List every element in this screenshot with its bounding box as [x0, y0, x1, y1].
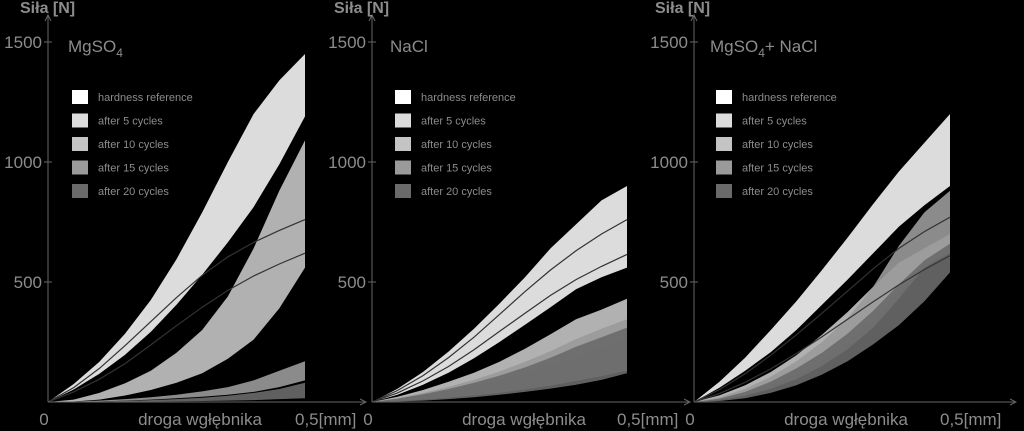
panel-title-main: NaCl [390, 37, 428, 56]
legend-swatch [716, 137, 732, 151]
legend-swatch [716, 184, 732, 198]
y-tick-label: 500 [660, 273, 688, 292]
legend-swatch [72, 90, 88, 104]
legend-label: after 15 cycles [421, 163, 492, 175]
y-tick-label: 500 [14, 273, 42, 292]
reference-curve-1 [371, 219, 628, 403]
chart-panel-3: 500 1000 1500 Siła [N] 0 droga wgłębnika 0,5[m… [650, 0, 1018, 429]
legend-label: after 5 cycles [742, 116, 807, 128]
legend-label: after 5 cycles [98, 116, 163, 128]
y-tick-label: 1500 [650, 33, 688, 52]
band-after-5-cycles [694, 114, 950, 402]
panel-title-subscript: 4 [758, 46, 765, 60]
legend-label: after 5 cycles [421, 116, 486, 128]
legend-label: after 20 cycles [98, 186, 169, 198]
y-axis-label: Siła [N] [334, 0, 389, 17]
legend-label: after 20 cycles [742, 186, 813, 198]
legend-swatch [72, 113, 88, 128]
y-tick-label: 1000 [650, 153, 688, 172]
y-tick-label: 1500 [4, 33, 42, 52]
chart-panel-2: 500 1000 1500 Siła [N] 0 droga wgłębnika 0,5[m… [328, 0, 692, 429]
reference-curve-1 [693, 216, 951, 403]
y-axis-arrow [44, 13, 52, 22]
y-axis-label: Siła [N] [655, 0, 710, 17]
chart-panel-1: 500 1000 1500 Siła [N] 0 droga wgłębnika 0,5[m… [4, 0, 368, 429]
y-axis-label: Siła [N] [20, 0, 75, 17]
x-end-label: 0,5[mm] [940, 410, 1001, 429]
legend-swatch [395, 113, 411, 128]
band-after-20-cycles [694, 243, 950, 402]
legend-swatch [72, 184, 88, 198]
y-axis-arrow [368, 13, 376, 22]
legend-swatch [72, 137, 88, 151]
band-after-20-cycles [372, 327, 627, 402]
legend-label: after 15 cycles [98, 163, 169, 175]
band-after-5-cycles [372, 186, 627, 402]
legend-label: after 10 cycles [421, 139, 492, 151]
panel-title-subscript: 4 [116, 46, 123, 60]
reference-curve-2 [371, 253, 628, 403]
legend-swatch [395, 90, 411, 104]
band-after-15-cycles [48, 361, 305, 402]
x-axis-arrow [1009, 398, 1018, 406]
panel-title: NaCl [390, 37, 428, 56]
x-end-label: 0,5[mm] [295, 410, 356, 429]
legend-label: hardness reference [98, 92, 193, 104]
reference-curve-2 [693, 255, 951, 403]
y-tick-label: 1000 [4, 153, 42, 172]
panel-title-suffix: + NaCl [765, 37, 817, 56]
legend-swatch [716, 90, 732, 104]
y-tick-label: 1000 [328, 153, 366, 172]
legend-label: after 10 cycles [742, 139, 813, 151]
x-origin-label: 0 [363, 410, 372, 429]
band-after-20-cycles [48, 382, 305, 402]
x-origin-label: 0 [685, 410, 694, 429]
x-axis-label: droga wgłębnika [462, 410, 586, 429]
y-tick-label: 1500 [328, 33, 366, 52]
legend-swatch [395, 160, 411, 175]
legend-swatch [716, 160, 732, 175]
band-after-10-cycles [48, 140, 305, 402]
legend-swatch [395, 137, 411, 151]
reference-curve-1 [47, 219, 306, 403]
x-axis-label: droga wgłębnika [138, 410, 262, 429]
x-origin-label: 0 [39, 410, 48, 429]
legend-label: hardness reference [421, 92, 516, 104]
x-end-label: 0,5[mm] [617, 410, 678, 429]
y-tick-label: 500 [338, 273, 366, 292]
x-axis-arrow [683, 398, 692, 406]
legend-label: after 15 cycles [742, 163, 813, 175]
panel-title-main: MgSO [710, 37, 758, 56]
legend-label: hardness reference [742, 92, 837, 104]
legend-swatch [395, 184, 411, 198]
x-axis-label: droga wgłębnika [784, 410, 908, 429]
band-after-5-cycles [48, 54, 305, 402]
legend-label: after 10 cycles [98, 139, 169, 151]
legend-label: after 20 cycles [421, 186, 492, 198]
panel-title-main: MgSO [68, 37, 116, 56]
legend-swatch [716, 113, 732, 128]
reference-curve-2 [47, 252, 306, 403]
legend-swatch [72, 160, 88, 175]
y-axis-arrow [690, 13, 698, 22]
panel-title: MgSO4 [68, 37, 123, 60]
panel-title: MgSO4+ NaCl [710, 37, 817, 60]
x-axis-arrow [359, 398, 368, 406]
